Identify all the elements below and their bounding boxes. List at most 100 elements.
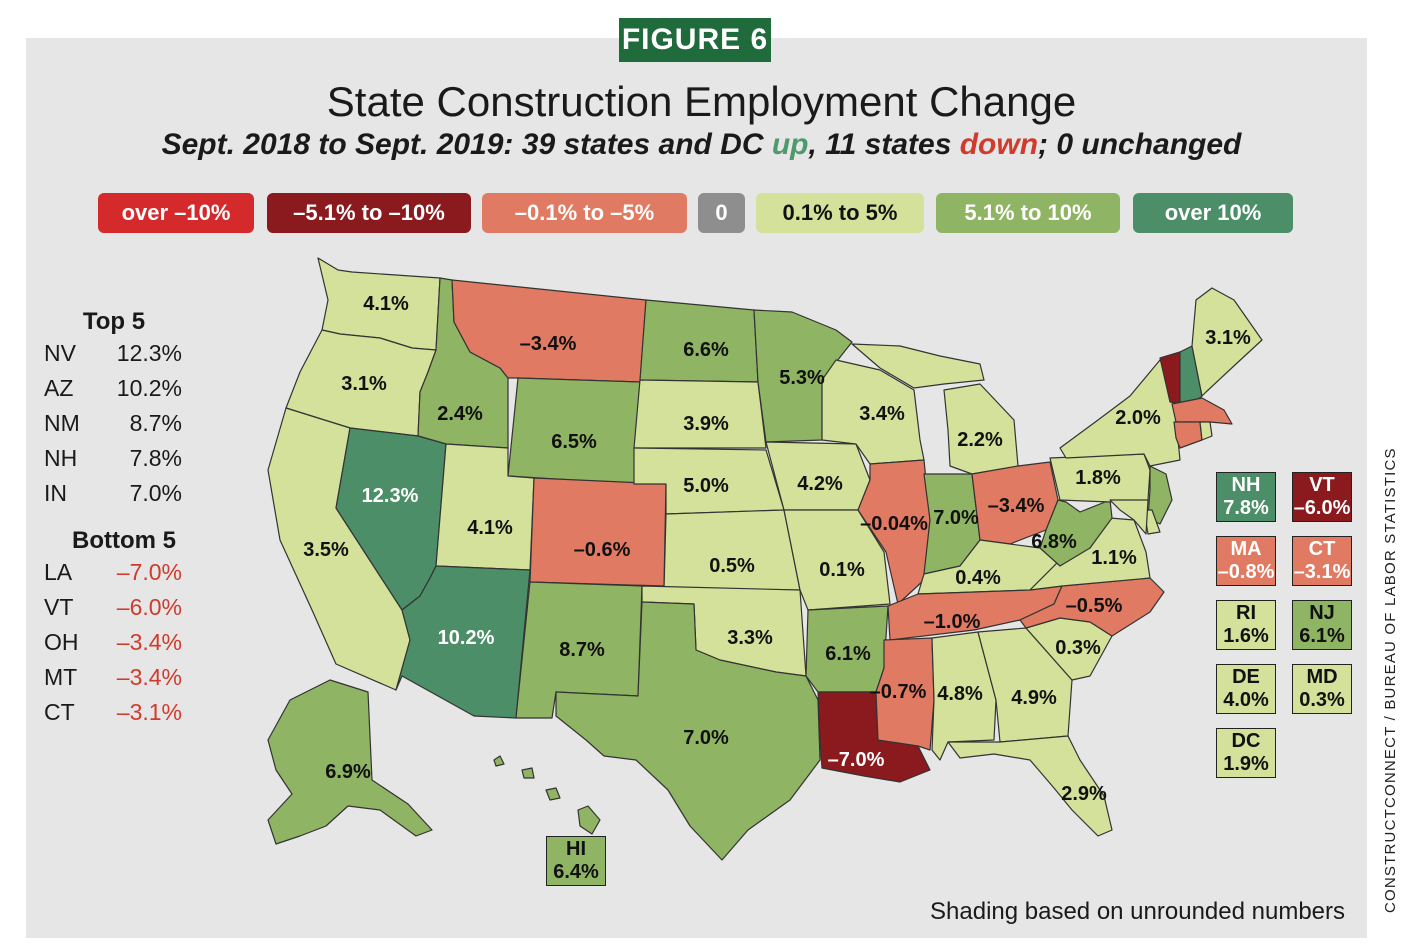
- subtitle-part3: ; 0 unchanged: [1038, 128, 1242, 161]
- legend-minus-5-to-minus-10: –5.1% to –10%: [267, 193, 471, 233]
- bottom5-value: –3.1%: [116, 699, 182, 725]
- bottom5-row: VT –6.0%: [44, 590, 244, 625]
- state-label-fl: 2.9%: [1061, 783, 1107, 805]
- state-value-labels: 4.1% 3.1% 3.5% 2.4% 12.3% –3.4% 6.5% 4.1…: [303, 293, 1251, 805]
- state-label-pa: 1.8%: [1075, 467, 1121, 489]
- state-fl: [947, 735, 1113, 837]
- state-label-mi: 2.2%: [957, 429, 1003, 451]
- bottom5-row: MT –3.4%: [44, 660, 244, 695]
- subtitle-down-word: down: [959, 128, 1039, 161]
- hawaii-island: [493, 755, 505, 767]
- top5-row: AZ 10.2%: [44, 371, 244, 406]
- legend-minus-0-1-to-minus-5: –0.1% to –5%: [482, 193, 687, 233]
- state-label-ny: 2.0%: [1115, 407, 1161, 429]
- state-md: [1109, 499, 1149, 535]
- state-label-nd: 6.6%: [683, 339, 729, 361]
- state-label-wa: 4.1%: [363, 293, 409, 315]
- state-label-ut: 4.1%: [467, 517, 513, 539]
- top5-row: IN 7.0%: [44, 476, 244, 511]
- state-ma: [1171, 397, 1233, 425]
- state-label-la: –7.0%: [828, 749, 885, 771]
- source-credit: CONSTRUCTCONNECT / BUREAU OF LABOR STATI…: [1382, 447, 1399, 913]
- subtitle-part1: Sept. 2018 to Sept. 2019: 39 states and …: [161, 128, 772, 161]
- callout-value: 4.0%: [1223, 689, 1269, 711]
- state-label-nc: –0.5%: [1066, 595, 1123, 617]
- state-label-ar: 6.1%: [825, 643, 871, 665]
- state-label-ks: 0.5%: [709, 555, 755, 577]
- state-ak: [267, 679, 433, 845]
- state-label-co: –0.6%: [574, 539, 631, 561]
- state-label-nv: 12.3%: [362, 485, 419, 507]
- bottom5-heading: Bottom 5: [72, 527, 176, 554]
- bottom5-state: LA: [44, 559, 73, 585]
- callout-md: MD 0.3%: [1292, 664, 1352, 714]
- state-ri: [1199, 421, 1213, 441]
- top5-value: 12.3%: [116, 340, 182, 366]
- state-label-ga: 4.9%: [1011, 687, 1057, 709]
- bottom5-row: LA –7.0%: [44, 555, 244, 590]
- bottom5-value: –3.4%: [116, 629, 182, 655]
- state-label-ne: 5.0%: [683, 475, 729, 497]
- state-label-tx: 7.0%: [683, 727, 729, 749]
- state-label-va: 1.1%: [1091, 547, 1137, 569]
- callout-value: 6.1%: [1299, 625, 1345, 647]
- callout-state: NJ: [1309, 602, 1335, 624]
- state-label-al: 4.8%: [937, 683, 983, 705]
- hawaii-island: [521, 767, 535, 779]
- hawaii-island: [577, 805, 601, 835]
- state-wv: [1039, 499, 1113, 567]
- state-label-mo: 0.1%: [819, 559, 865, 581]
- state-label-ak: 6.9%: [325, 761, 371, 783]
- state-label-wy: 6.5%: [551, 431, 597, 453]
- state-label-me: 3.1%: [1205, 327, 1251, 349]
- top5-state: NH: [44, 445, 78, 471]
- state-label-az: 10.2%: [438, 627, 495, 649]
- callout-value: 0.3%: [1299, 689, 1345, 711]
- subtitle-part2: , 11 states: [808, 128, 960, 161]
- state-label-nm: 8.7%: [559, 639, 605, 661]
- subtitle: Sept. 2018 to Sept. 2019: 39 states and …: [0, 128, 1403, 162]
- top5-state: NV: [44, 340, 76, 366]
- subtitle-up-word: up: [771, 128, 809, 161]
- callout-value: –3.1%: [1293, 561, 1351, 583]
- callout-value: 1.9%: [1223, 753, 1269, 775]
- bottom5-value: –6.0%: [116, 594, 182, 620]
- legend-over-10: over 10%: [1133, 193, 1293, 233]
- state-label-wv: 6.8%: [1031, 531, 1077, 553]
- rankings-panel: Top 5 NV 12.3% AZ 10.2% NM 8.7% NH 7.8% IN 7.…: [44, 308, 244, 730]
- callout-state: RI: [1236, 602, 1256, 624]
- callout-state: HI: [566, 838, 586, 860]
- top5-value: 10.2%: [116, 375, 182, 401]
- callout-ct: CT –3.1%: [1292, 536, 1352, 586]
- state-nj: [1147, 465, 1173, 525]
- state-label-sd: 3.9%: [683, 413, 729, 435]
- top5-row: NM 8.7%: [44, 406, 244, 441]
- state-label-mt: –3.4%: [520, 333, 577, 355]
- state-label-ia: 4.2%: [797, 473, 843, 495]
- state-label-id: 2.4%: [437, 403, 483, 425]
- state-tx: [555, 601, 821, 861]
- callout-dc: DC 1.9%: [1216, 728, 1276, 778]
- bottom5-value: –7.0%: [116, 559, 182, 585]
- callout-state: DC: [1231, 730, 1261, 752]
- state-sd: [633, 379, 767, 449]
- state-ks: [663, 509, 801, 591]
- legend-over-minus-10: over –10%: [98, 193, 254, 233]
- shading-note: Shading based on unrounded numbers: [930, 898, 1345, 925]
- callout-hi: HI 6.4%: [546, 836, 606, 886]
- callout-state: DE: [1232, 666, 1260, 688]
- callout-state: VT: [1309, 474, 1335, 496]
- callout-nj: NJ 6.1%: [1292, 600, 1352, 650]
- state-label-wi: 3.4%: [859, 403, 905, 425]
- bottom5-row: CT –3.1%: [44, 695, 244, 730]
- callout-value: –6.0%: [1293, 497, 1351, 519]
- callout-value: 7.8%: [1223, 497, 1269, 519]
- state-label-in: 7.0%: [933, 507, 979, 529]
- page-title: State Construction Employment Change: [326, 78, 1077, 125]
- top5-value: 7.8%: [129, 445, 182, 471]
- state-ct: [1173, 421, 1203, 449]
- state-label-ms: –0.7%: [870, 681, 927, 703]
- top5-state: NM: [44, 410, 80, 436]
- top5-row: NV 12.3%: [44, 336, 244, 371]
